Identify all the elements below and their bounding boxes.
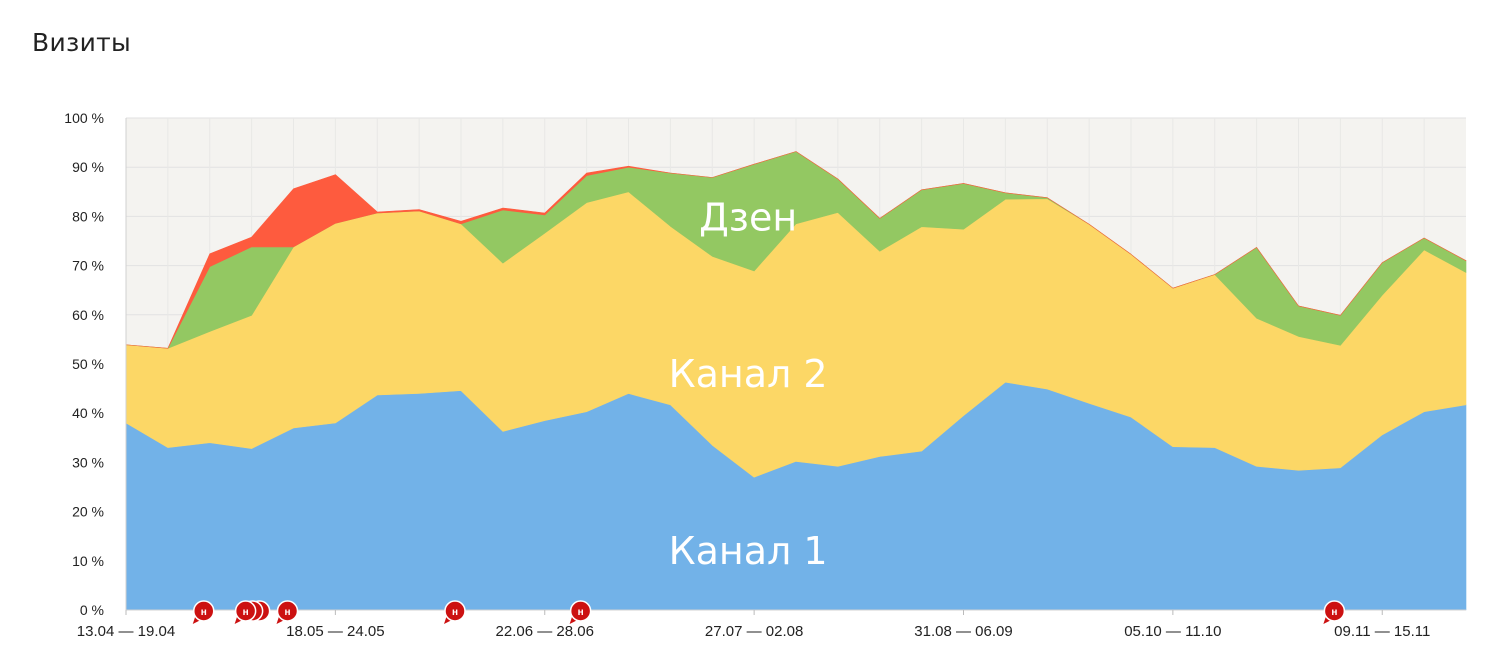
- x-tick-label: 27.07 — 02.08: [705, 623, 803, 640]
- y-tick-label: 0 %: [80, 602, 104, 618]
- x-tick-label: 22.06 — 28.06: [496, 623, 594, 640]
- y-tick-label: 90 %: [72, 159, 104, 175]
- series-area-unnamed-3: [125, 151, 1467, 349]
- event-marker-label: н: [578, 607, 584, 618]
- y-tick-label: 40 %: [72, 405, 104, 421]
- event-marker[interactable]: н: [1323, 600, 1346, 624]
- x-tick-label: 31.08 — 06.09: [914, 623, 1012, 640]
- x-tick-label: 05.10 — 11.10: [1124, 623, 1221, 640]
- band-label: Канал 1: [669, 529, 828, 573]
- event-marker[interactable]: н: [444, 600, 466, 624]
- series-areas: [125, 151, 1467, 611]
- y-tick-label: 50 %: [72, 356, 104, 372]
- y-tick-label: 30 %: [72, 454, 104, 470]
- event-marker[interactable]: н: [234, 600, 271, 624]
- band-label: Дзен: [699, 196, 797, 240]
- y-tick-label: 60 %: [72, 307, 104, 323]
- event-marker[interactable]: н: [276, 600, 299, 624]
- event-marker-label: н: [243, 607, 249, 618]
- x-tick-label: 09.11 — 15.11: [1334, 623, 1430, 640]
- page-title: Визиты: [32, 28, 132, 57]
- axes: 0 % 10 % 20 % 30 % 40 % 50 % 60 % 70 % 80 % 90 % 1…: [64, 110, 1466, 640]
- y-tick-label: 100 %: [64, 110, 104, 126]
- y-tick-label: 20 %: [72, 504, 104, 520]
- y-tick-label: 70 %: [72, 258, 104, 274]
- event-marker-label: н: [284, 607, 290, 618]
- x-tick-label: 13.04 — 19.04: [77, 623, 175, 640]
- event-marker-label: н: [452, 607, 458, 618]
- band-labels: Дзен Канал 2 Канал 1: [669, 196, 828, 573]
- y-tick-label: 10 %: [72, 553, 104, 569]
- band-label: Канал 2: [669, 352, 828, 396]
- y-tick-label: 80 %: [72, 208, 104, 224]
- event-marker[interactable]: н: [192, 600, 215, 624]
- event-marker-label: н: [1331, 607, 1337, 618]
- event-marker-label: н: [201, 607, 207, 618]
- x-tick-label: 18.05 — 24.05: [286, 623, 384, 640]
- event-marker[interactable]: н: [569, 600, 592, 624]
